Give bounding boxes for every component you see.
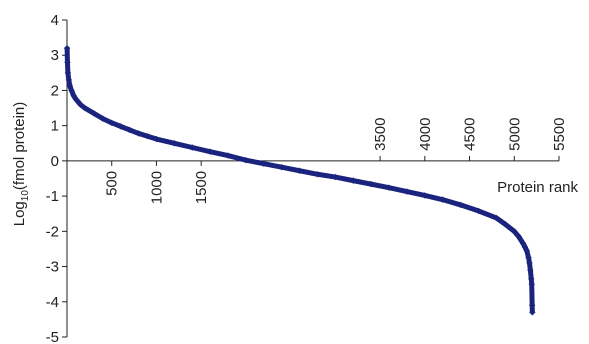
data-point: [278, 164, 285, 171]
data-point: [528, 275, 535, 283]
data-point: [153, 135, 160, 143]
data-point: [314, 171, 321, 178]
data-point: [108, 119, 115, 127]
data-point: [296, 167, 303, 174]
x-tick-label: 1500: [193, 171, 210, 204]
data-point: [260, 160, 267, 167]
x-ticks: 500 1000 1500 3500 4000 4500 5000 5500: [104, 118, 568, 205]
data-point: [117, 123, 124, 130]
axes: [66, 20, 559, 337]
data-point: [189, 144, 196, 151]
data-point: [90, 110, 98, 117]
data-point: [457, 201, 464, 209]
data-point: [526, 259, 533, 267]
data-point: [126, 126, 133, 134]
data-point: [350, 177, 357, 184]
data-point: [64, 69, 72, 77]
data-series-curve: [64, 48, 535, 313]
y-tick-label: -1: [46, 188, 59, 205]
data-point: [421, 192, 429, 199]
data-points: [63, 44, 536, 316]
y-tick-label: -2: [46, 223, 59, 240]
y-tick-label: -3: [46, 259, 59, 276]
y-tick-label: 2: [51, 82, 59, 99]
data-point: [81, 104, 89, 112]
x-tick-label: 1000: [148, 171, 165, 204]
y-axis-label-suffix: (fmol protein): [11, 102, 28, 190]
y-axis-label-subscript: 10: [20, 190, 31, 202]
data-point: [206, 148, 214, 155]
data-point: [72, 96, 80, 103]
x-tick-label: 500: [104, 171, 121, 196]
data-point: [529, 309, 536, 316]
x-tick-label: 5500: [551, 118, 568, 151]
data-point: [367, 180, 375, 188]
data-point: [66, 81, 73, 89]
x-tick-label: 5000: [506, 118, 523, 151]
y-axis-label: Log10(fmol protein): [11, 102, 31, 227]
data-point: [502, 221, 509, 228]
y-tick-label: -5: [46, 329, 59, 344]
y-axis-label-main: Log: [11, 201, 28, 226]
data-point: [493, 214, 500, 222]
data-point: [99, 115, 106, 122]
data-point: [403, 188, 411, 195]
data-point: [528, 280, 535, 288]
y-tick-label: 4: [51, 12, 59, 29]
data-point: [171, 140, 178, 147]
y-tick-label: 1: [51, 118, 59, 135]
data-point: [135, 130, 142, 137]
data-point: [515, 233, 522, 240]
data-point: [63, 44, 71, 52]
data-point: [144, 133, 151, 140]
data-point: [511, 228, 518, 235]
y-tick-label: 3: [51, 47, 59, 64]
data-point: [64, 59, 71, 66]
x-tick-label: 4000: [417, 118, 434, 151]
y-tick-label: -4: [46, 294, 59, 311]
data-point: [77, 101, 84, 108]
data-point: [385, 184, 393, 191]
data-point: [523, 247, 530, 254]
x-tick-label: 3500: [372, 118, 389, 151]
y-ticks: 4 3 2 1 0 -1 -2 -3 -4 -5: [46, 12, 67, 344]
data-point: [332, 173, 339, 181]
data-point: [525, 254, 532, 261]
x-axis-label: Protein rank: [497, 179, 578, 196]
data-point: [65, 76, 72, 84]
x-tick-label: 4500: [462, 118, 479, 151]
data-point: [224, 152, 232, 159]
data-point: [68, 87, 75, 94]
data-point: [70, 92, 77, 99]
data-point: [527, 266, 534, 274]
data-point: [475, 207, 482, 215]
data-point: [528, 302, 536, 309]
data-point: [439, 196, 446, 203]
data-point: [521, 243, 529, 251]
y-tick-label: 0: [51, 153, 59, 170]
data-point: [242, 156, 250, 164]
